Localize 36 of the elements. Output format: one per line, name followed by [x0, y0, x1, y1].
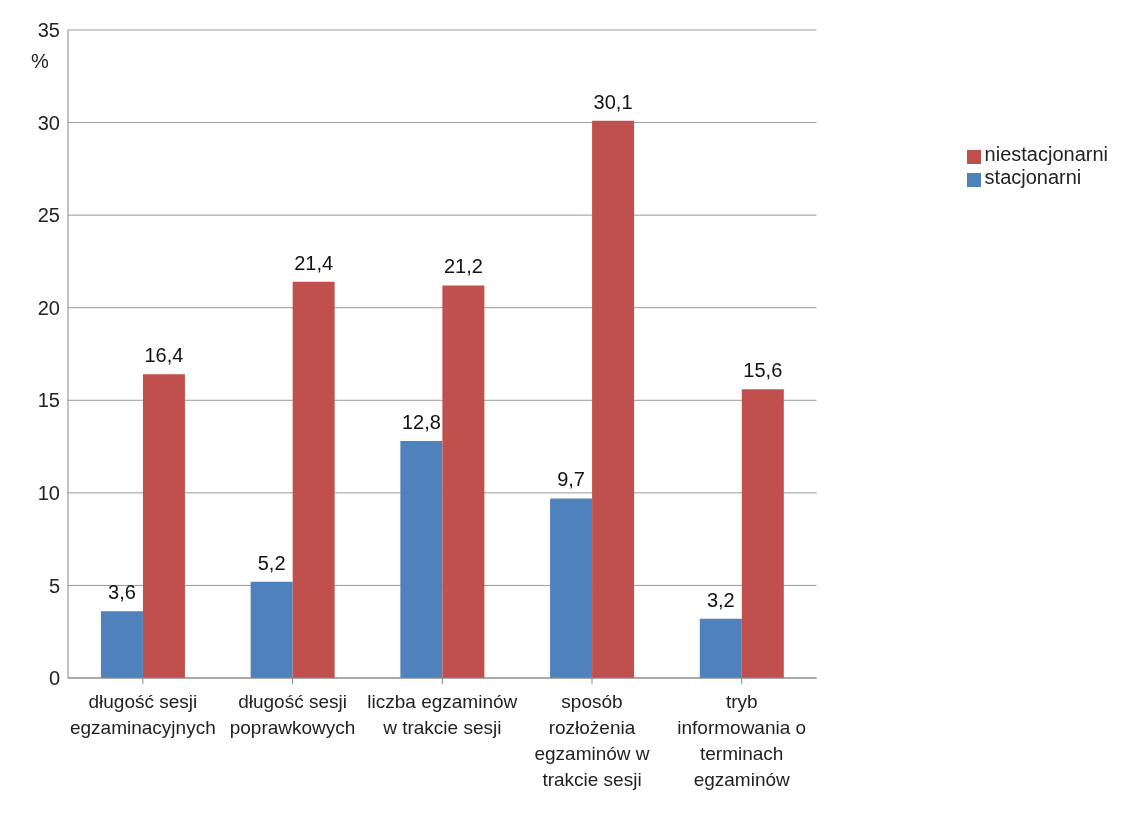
- x-tick-label: długość sesji egzaminacyjnych: [69, 691, 216, 738]
- bar: [100, 611, 143, 678]
- data-label: 12,8: [401, 411, 441, 434]
- data-label: 16,4: [144, 344, 184, 367]
- data-label: 3,6: [108, 581, 136, 604]
- bar: [142, 374, 185, 678]
- y-tick-label: 20: [37, 296, 60, 319]
- data-label: 21,4: [294, 251, 334, 274]
- x-tick-label: tryb informowania o terminach egzaminów: [677, 691, 807, 790]
- y-tick-label: 30: [37, 111, 60, 134]
- data-label: 21,2: [443, 255, 483, 278]
- y-tick-label: 35: [37, 19, 60, 42]
- bar: [699, 618, 742, 678]
- bar: [592, 120, 635, 678]
- legend-label: stacjonarni: [984, 166, 1082, 188]
- y-tick-label: 15: [37, 389, 60, 412]
- y-tick-label: 0: [48, 667, 60, 690]
- bar: [292, 281, 335, 678]
- y-tick-label: 25: [37, 204, 60, 227]
- x-tick-label: sposób rozłożenia egzaminów w trakcie sesji: [534, 691, 650, 790]
- x-tick-label: liczba egzaminów w trakcie sesji: [367, 691, 518, 738]
- bar: [550, 498, 593, 678]
- y-axis-title: %: [31, 50, 50, 72]
- data-label: 15,6: [743, 359, 783, 382]
- y-tick-label: 10: [37, 481, 60, 504]
- data-label: 30,1: [593, 90, 633, 113]
- bar: [250, 581, 293, 678]
- bar: [442, 285, 485, 678]
- x-tick-label: długość sesji poprawkowych: [229, 691, 356, 738]
- data-label: 3,2: [706, 588, 735, 611]
- legend-label: niestacjonarni: [984, 143, 1108, 165]
- data-label: 5,2: [257, 551, 286, 574]
- bar: [741, 389, 784, 678]
- data-label: 9,7: [557, 468, 585, 491]
- y-tick-label: 5: [48, 574, 60, 597]
- bar: [400, 441, 443, 678]
